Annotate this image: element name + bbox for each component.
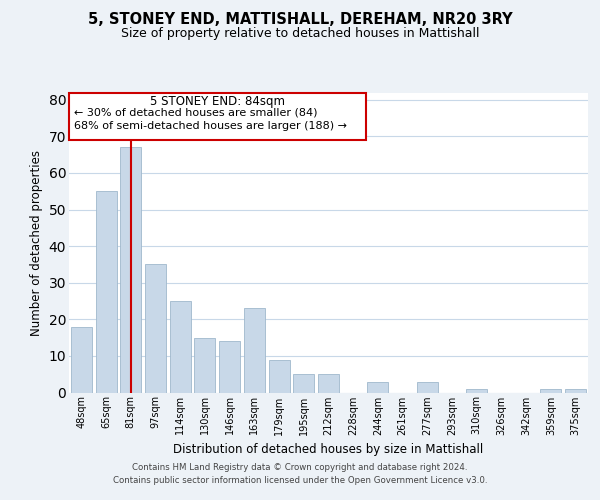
Text: 5, STONEY END, MATTISHALL, DEREHAM, NR20 3RY: 5, STONEY END, MATTISHALL, DEREHAM, NR20… <box>88 12 512 28</box>
Text: Size of property relative to detached houses in Mattishall: Size of property relative to detached ho… <box>121 28 479 40</box>
Bar <box>120 148 141 392</box>
Bar <box>541 389 562 392</box>
Bar <box>367 382 388 392</box>
Bar <box>466 389 487 392</box>
Text: Contains public sector information licensed under the Open Government Licence v3: Contains public sector information licen… <box>113 476 487 485</box>
Text: Contains HM Land Registry data © Crown copyright and database right 2024.: Contains HM Land Registry data © Crown c… <box>132 462 468 471</box>
Text: ← 30% of detached houses are smaller (84): ← 30% of detached houses are smaller (84… <box>74 108 317 118</box>
Bar <box>244 308 265 392</box>
Bar <box>565 389 586 392</box>
Bar <box>293 374 314 392</box>
Bar <box>170 301 191 392</box>
Text: 68% of semi-detached houses are larger (188) →: 68% of semi-detached houses are larger (… <box>74 121 347 131</box>
Bar <box>417 382 438 392</box>
FancyBboxPatch shape <box>69 92 365 140</box>
Bar <box>95 192 116 392</box>
Text: 5 STONEY END: 84sqm: 5 STONEY END: 84sqm <box>150 96 285 108</box>
Bar <box>219 342 240 392</box>
Bar <box>318 374 339 392</box>
Bar <box>269 360 290 392</box>
Bar <box>145 264 166 392</box>
Y-axis label: Number of detached properties: Number of detached properties <box>30 150 43 336</box>
Bar <box>194 338 215 392</box>
Bar <box>71 326 92 392</box>
X-axis label: Distribution of detached houses by size in Mattishall: Distribution of detached houses by size … <box>173 443 484 456</box>
